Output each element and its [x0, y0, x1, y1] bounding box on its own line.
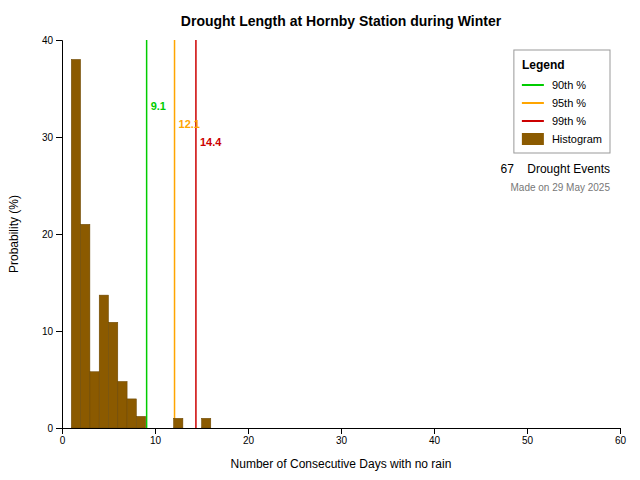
x-tick: 30	[336, 428, 348, 446]
chart-container: 0 10 20 30 40 50 60 0 10 20 30 40 9.1 12.114.4 Drought…	[0, 0, 640, 480]
percentile-line	[146, 40, 148, 428]
x-tick: 60	[615, 428, 627, 446]
annotation: 67 Drought Events	[501, 162, 610, 176]
histogram	[71, 59, 211, 428]
x-tick: 10	[150, 428, 162, 446]
chart-title: Drought Length at Hornby Station during …	[181, 13, 502, 29]
histogram-bar	[90, 372, 99, 428]
percentile-line	[195, 40, 197, 428]
legend-swatch	[522, 120, 544, 122]
x-tick-label: 60	[615, 435, 627, 446]
plot-area	[71, 40, 211, 428]
legend-swatch	[522, 84, 544, 86]
percentile-label: 12.1	[179, 118, 200, 130]
histogram-bar	[183, 428, 192, 429]
x-axis: 0 10 20 30 40 50 60	[60, 428, 627, 446]
histogram-bar	[192, 428, 201, 429]
y-tick: 40	[42, 35, 62, 46]
y-tick-mark	[56, 331, 62, 332]
annotation: Made on 29 May 2025	[510, 182, 610, 193]
x-tick-mark	[155, 428, 156, 434]
legend-entry: Histogram	[552, 133, 602, 145]
x-tick-label: 10	[150, 435, 162, 446]
x-tick-mark	[341, 428, 342, 434]
x-tick-label: 40	[429, 435, 441, 446]
x-tick: 50	[522, 428, 534, 446]
percentile-label: 9.1	[151, 100, 166, 112]
y-axis-title: Probability (%)	[7, 195, 21, 273]
y-tick: 0	[47, 423, 62, 434]
histogram-bar	[81, 224, 90, 428]
legend-swatch	[522, 102, 544, 104]
histogram-bar	[99, 295, 108, 428]
legend-entry: 90th %	[552, 79, 586, 91]
histogram-bar	[202, 418, 211, 428]
y-tick: 10	[42, 326, 62, 337]
percentile-line	[174, 40, 176, 428]
x-tick: 40	[429, 428, 441, 446]
y-tick-label: 0	[47, 423, 53, 434]
legend-entry: 99th %	[552, 115, 586, 127]
histogram-bar	[211, 428, 220, 429]
y-tick-label: 30	[42, 132, 54, 143]
x-tick-label: 30	[336, 435, 348, 446]
x-tick-mark	[434, 428, 435, 434]
x-tick-label: 50	[522, 435, 534, 446]
histogram-bar	[136, 416, 145, 428]
histogram-bar	[146, 428, 155, 429]
histogram-bar	[109, 322, 118, 428]
histogram-bar	[220, 428, 229, 429]
y-tick-mark	[56, 428, 62, 429]
y-tick-label: 40	[42, 35, 54, 46]
x-tick-label: 20	[243, 435, 255, 446]
x-tick: 0	[60, 428, 66, 446]
x-tick-mark	[527, 428, 528, 434]
legend-swatch	[522, 133, 544, 145]
histogram-bar	[71, 59, 80, 428]
x-tick-label: 0	[60, 435, 66, 446]
legend-entry: 95th %	[552, 97, 586, 109]
x-axis-title: Number of Consecutive Days with no rain	[231, 457, 452, 471]
legend-title: Legend	[522, 58, 565, 72]
histogram-bar	[174, 418, 183, 428]
histogram-bar	[164, 428, 173, 429]
y-tick-mark	[56, 234, 62, 235]
annotations: 67 Drought Events Made on 29 May 2025	[501, 162, 611, 193]
legend: Legend 90th % 95th % 99th % Histogram	[514, 50, 610, 153]
percentile-label: 14.4	[200, 136, 222, 148]
histogram-bar	[229, 428, 238, 429]
x-axis-line	[63, 429, 621, 435]
legend-box	[514, 50, 610, 153]
x-tick: 20	[243, 428, 255, 446]
histogram-bar	[127, 399, 136, 428]
histogram-bar	[239, 428, 248, 429]
chart-svg: 0 10 20 30 40 50 60 0 10 20 30 40 9.1 12.114.4 Drought…	[0, 0, 640, 480]
y-tick-mark	[56, 137, 62, 138]
x-tick-mark	[248, 428, 249, 434]
y-tick-mark	[56, 40, 62, 41]
histogram-bar	[118, 381, 127, 428]
y-axis: 0 10 20 30 40	[42, 35, 63, 434]
histogram-bar	[155, 428, 164, 429]
x-tick-mark	[620, 428, 621, 434]
y-axis-line	[56, 41, 63, 429]
y-tick: 20	[42, 229, 62, 240]
y-tick: 30	[42, 132, 62, 143]
histogram-bar	[248, 428, 257, 429]
data-labels: 9.1 12.114.4	[151, 100, 223, 148]
y-tick-label: 10	[42, 326, 54, 337]
y-tick-label: 20	[42, 229, 54, 240]
